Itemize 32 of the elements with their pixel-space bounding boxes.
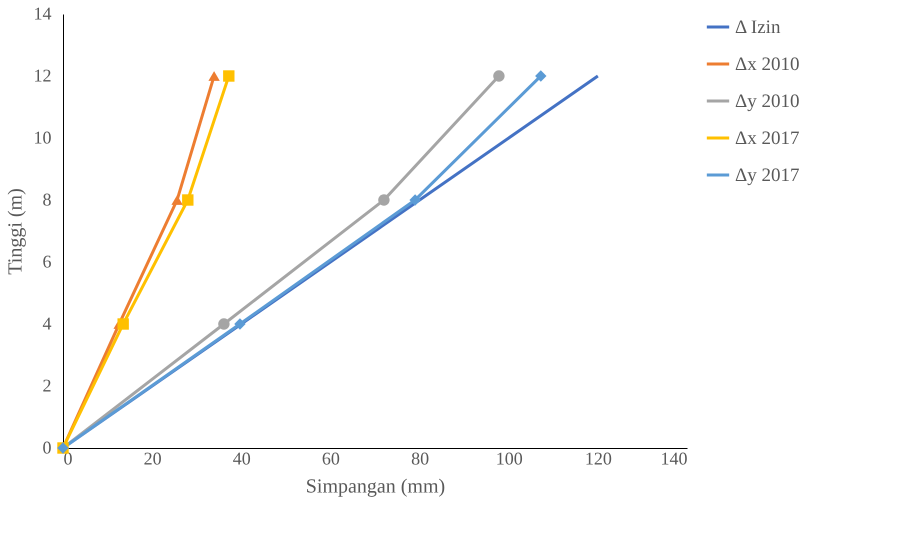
x-tick-label: 60 <box>322 448 340 468</box>
y-tick-label: 2 <box>42 376 52 396</box>
y-tick-label: 8 <box>42 190 52 210</box>
legend-label: Δx 2010 <box>735 54 800 75</box>
legend-label: Δx 2017 <box>735 128 800 149</box>
point <box>378 194 390 206</box>
point <box>171 195 183 205</box>
x-tick-label: 40 <box>232 448 251 468</box>
y-tick-label: 4 <box>42 314 52 334</box>
y-tick-label: 14 <box>34 4 52 24</box>
y-tick-label: 12 <box>34 66 52 86</box>
point <box>234 318 246 330</box>
x-tick-label: 100 <box>496 448 523 468</box>
point <box>182 194 194 206</box>
x-axis-title: Simpangan (mm) <box>306 476 446 498</box>
point <box>409 194 421 206</box>
y-axis-title: Tinggi (m) <box>4 188 26 275</box>
point <box>493 70 505 82</box>
point <box>223 70 235 82</box>
x-tick-label: 20 <box>144 448 162 468</box>
x-tick-label: 80 <box>411 448 430 468</box>
point <box>208 71 220 81</box>
legend-label: Δy 2017 <box>735 165 800 186</box>
legend-label: Δ Izin <box>735 17 781 38</box>
legend-label: Δy 2010 <box>735 91 800 112</box>
y-tick-label: 10 <box>34 128 52 148</box>
point <box>535 70 547 82</box>
point <box>218 318 230 330</box>
y-tick-label: 6 <box>42 252 52 272</box>
x-tick-label: 120 <box>584 448 612 468</box>
point <box>117 318 129 330</box>
x-tick-label: 140 <box>660 448 688 468</box>
